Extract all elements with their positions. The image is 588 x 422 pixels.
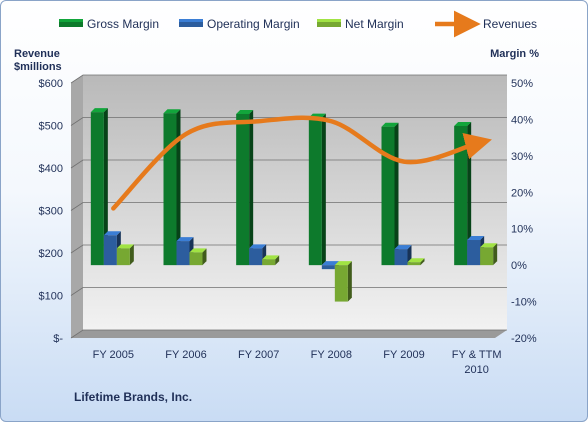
legend-label-gross-margin: Gross Margin (87, 17, 159, 31)
gridline (70, 244, 507, 254)
category-label: FY 2006 (165, 349, 206, 361)
legend-swatch-gross-margin (59, 19, 83, 27)
left-tick-label: $600 (39, 78, 63, 90)
left-tick-label: $400 (39, 163, 63, 175)
bar-top (454, 121, 472, 126)
category-label: FY 2008 (311, 349, 352, 361)
right-tick-label: 50% (511, 78, 533, 90)
category-label: FY 2007 (238, 349, 279, 361)
bar-net-margin (116, 248, 130, 266)
bar-top (249, 244, 267, 249)
plot-floor (71, 330, 507, 338)
bar-top (189, 248, 207, 253)
legend-swatch-top-net-margin (317, 19, 341, 22)
gridline (70, 117, 507, 126)
bar-side (249, 109, 254, 266)
right-tick-label: -20% (511, 333, 537, 345)
bar-side (347, 261, 352, 302)
bar-top (176, 237, 194, 242)
bar-top (236, 109, 254, 114)
right-tick-label: 10% (511, 224, 533, 236)
bar-top (163, 109, 181, 114)
right-tick-label: 40% (511, 114, 533, 126)
bar-top (394, 245, 412, 250)
bar-gross-margin (454, 125, 468, 266)
bar-top (321, 261, 339, 266)
left-tick-label: $300 (39, 206, 63, 218)
bar-top (467, 236, 485, 241)
gridline (70, 287, 507, 296)
bar-top (334, 261, 352, 266)
bar-side (321, 113, 326, 266)
bar-side (202, 248, 207, 266)
bar-side (129, 244, 134, 266)
left-tick-label: $100 (39, 291, 63, 303)
left-tick-label: $200 (39, 248, 63, 260)
gridline (70, 159, 507, 169)
bar-net-margin (480, 247, 494, 266)
left-axis-label: Revenue (14, 48, 60, 60)
bar-side (493, 243, 498, 266)
left-tick-label: $500 (39, 121, 63, 133)
bar-net-margin (334, 265, 348, 302)
bar-operating-margin (103, 235, 117, 266)
legend-swatch-operating-margin (179, 19, 203, 27)
bar-operating-margin (176, 241, 190, 266)
bar-top (381, 122, 399, 127)
bar-top (103, 231, 121, 236)
category-label: FY & TTM (452, 349, 502, 361)
bar-top (116, 244, 134, 249)
gridline (70, 74, 507, 84)
bar-gross-margin (308, 117, 322, 266)
category-label: 2010 (464, 364, 488, 376)
bar-net-margin (407, 262, 421, 266)
bar-operating-margin (249, 248, 263, 266)
gridline (70, 329, 507, 339)
right-tick-label: 20% (511, 187, 533, 199)
bar-top (480, 243, 498, 248)
bar-side (394, 122, 399, 266)
bar-operating-margin (467, 240, 481, 266)
bar-net-margin (262, 259, 276, 266)
bar-side (420, 258, 425, 266)
legend-label-net-margin: Net Margin (345, 17, 404, 31)
bar-gross-margin (381, 126, 395, 266)
right-tick-label: 30% (511, 151, 533, 163)
legend-swatch-net-margin (317, 19, 341, 27)
bar-operating-margin (321, 265, 335, 270)
category-label: FY 2005 (93, 349, 134, 361)
bar-side (103, 108, 108, 266)
bar-top (407, 258, 425, 263)
bar-gross-margin (90, 112, 104, 266)
gridline (70, 202, 507, 211)
left-tick-label: $- (53, 333, 63, 345)
legend-label-operating-margin: Operating Margin (207, 17, 300, 31)
legend-swatch-top-operating-margin (179, 19, 203, 22)
company-name: Lifetime Brands, Inc. (74, 390, 193, 404)
bar-top (262, 255, 280, 260)
bar-side (176, 109, 181, 266)
right-tick-label: -10% (511, 297, 537, 309)
bar-net-margin (189, 252, 203, 266)
bar-gross-margin (236, 113, 250, 266)
legend-swatch-top-gross-margin (59, 19, 83, 22)
left-axis-label: $millions (14, 61, 62, 73)
bar-operating-margin (394, 249, 408, 266)
right-axis-label: Margin % (490, 48, 539, 60)
revenue-line (111, 115, 492, 211)
bar-top (90, 108, 108, 113)
bar-side (275, 255, 280, 266)
category-label: FY 2009 (383, 349, 424, 361)
bar-gross-margin (163, 113, 177, 266)
right-tick-label: 0% (511, 260, 527, 272)
legend-label-revenues: Revenues (483, 17, 537, 31)
